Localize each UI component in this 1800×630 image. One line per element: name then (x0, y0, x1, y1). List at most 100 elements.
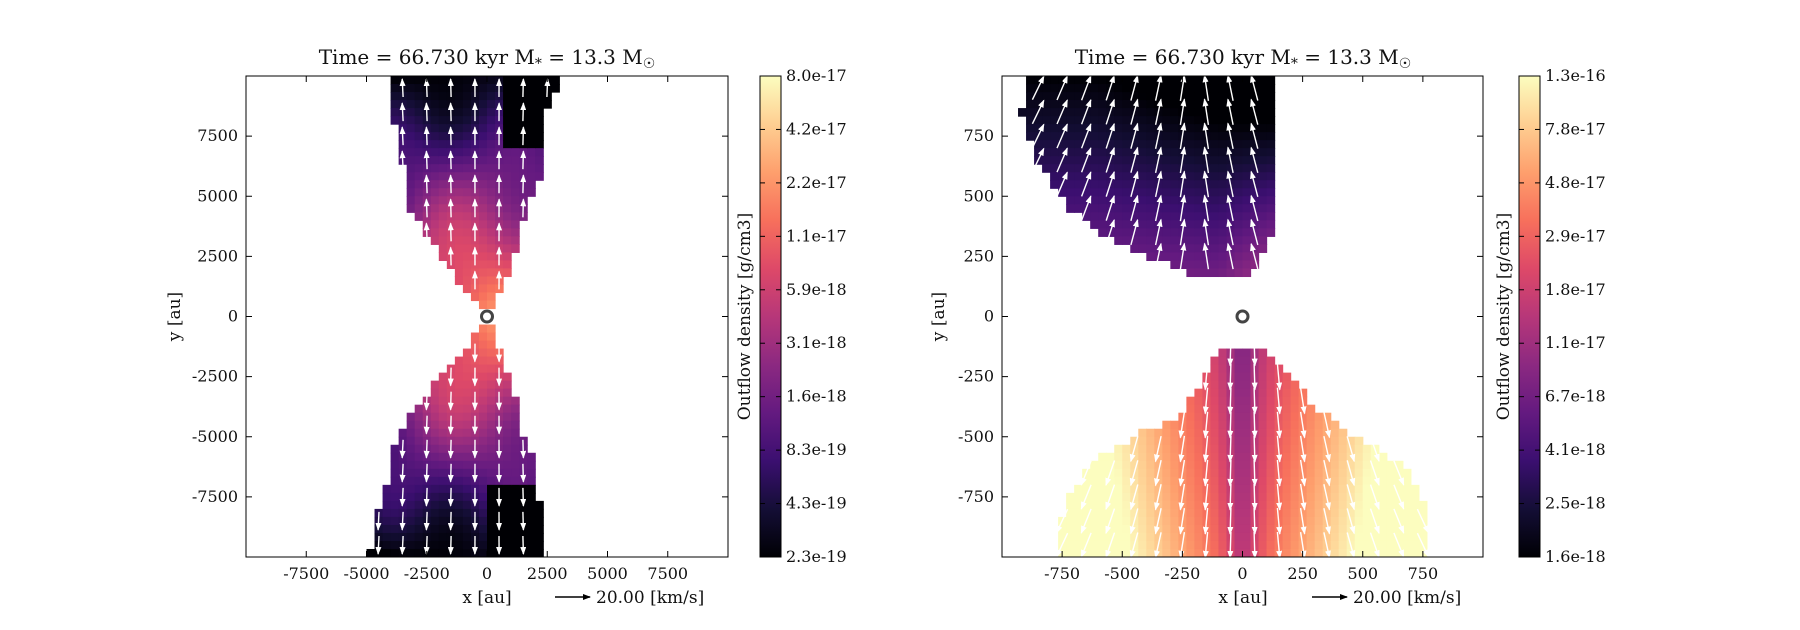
density-cell (1170, 252, 1179, 261)
density-cell (462, 156, 472, 165)
density-cell (438, 380, 448, 390)
density-cell (1242, 212, 1252, 221)
velocity-arrow (1227, 507, 1234, 535)
density-cell (1114, 92, 1123, 101)
density-cell (1122, 532, 1131, 542)
density-cell (1090, 156, 1099, 165)
density-cell (1274, 412, 1284, 422)
density-cell (1186, 404, 1195, 414)
density-cell (1186, 548, 1195, 557)
density-cell (454, 188, 464, 197)
density-cell (1122, 204, 1131, 213)
density-cell (1170, 532, 1179, 542)
density-cell (1098, 532, 1107, 542)
density-cell (1130, 236, 1139, 245)
y-tick-label: 0 (228, 307, 238, 326)
density-cell (1210, 420, 1220, 430)
density-cell (1306, 420, 1316, 430)
velocity-arrow (1250, 242, 1259, 270)
density-cell (1122, 500, 1131, 510)
density-cell (1170, 260, 1179, 269)
density-cell (1234, 404, 1244, 414)
velocity-arrow (1080, 195, 1092, 221)
density-cell (1186, 492, 1195, 502)
density-cell (1162, 100, 1171, 109)
density-cell (1298, 460, 1308, 470)
density-cell (527, 516, 536, 526)
density-cell (1130, 484, 1139, 494)
density-cell (390, 548, 400, 557)
density-cell (1346, 436, 1356, 446)
density-cell (1282, 380, 1292, 390)
density-cell (1202, 428, 1212, 438)
density-cell (1074, 92, 1083, 101)
density-cell (1258, 244, 1268, 253)
density-cell (1066, 540, 1075, 550)
density-cell (1178, 524, 1187, 534)
density-cell (1146, 92, 1155, 101)
density-cell (1146, 532, 1155, 542)
density-cell (1122, 236, 1131, 245)
density-cell (478, 228, 488, 237)
velocity-arrow (520, 126, 527, 146)
density-cell (1306, 452, 1316, 462)
density-cell (414, 428, 424, 438)
density-cell (1122, 172, 1131, 181)
density-cell (1154, 188, 1163, 197)
density-cell (438, 508, 448, 518)
density-cell (503, 196, 512, 205)
density-cell (1114, 204, 1123, 213)
density-cell (1282, 436, 1292, 446)
density-cell (1242, 380, 1252, 390)
density-cell (1186, 540, 1195, 550)
velocity-arrow (423, 126, 430, 146)
density-cell (1306, 500, 1316, 510)
colorbar-tick-label: 5.9e-18 (786, 280, 847, 299)
density-cell (1202, 92, 1212, 101)
density-cell (478, 188, 488, 197)
density-cell (527, 452, 536, 462)
density-cell (1290, 548, 1300, 557)
density-cell (454, 484, 464, 494)
density-cell (1114, 76, 1123, 85)
velocity-arrow (1031, 123, 1045, 149)
density-cell (1418, 508, 1428, 518)
density-cell (1290, 468, 1300, 478)
density-cell (1242, 444, 1252, 454)
density-cell (478, 332, 488, 342)
density-cell (1234, 348, 1244, 358)
density-cell (1058, 164, 1067, 173)
density-cell (503, 500, 512, 510)
density-cell (1218, 524, 1228, 534)
density-cell (1338, 548, 1348, 557)
density-cell (406, 172, 416, 181)
velocity-arrow (1129, 508, 1139, 535)
density-cell (1202, 100, 1212, 109)
density-cell (1146, 148, 1155, 157)
density-cell (1338, 540, 1348, 550)
density-cell (454, 116, 464, 125)
velocity-arrow (1129, 484, 1139, 511)
density-cell (438, 84, 448, 93)
density-cell (454, 268, 464, 278)
density-cell (511, 404, 520, 414)
density-cell (1122, 132, 1131, 141)
density-cell (1234, 196, 1244, 205)
density-cell (1114, 508, 1123, 518)
y-axis-label: y [au] (929, 292, 949, 342)
density-cell (1170, 420, 1179, 430)
density-cell (430, 148, 440, 157)
density-cell (1074, 532, 1083, 542)
density-cell (438, 460, 448, 470)
density-cell (503, 92, 512, 101)
density-cell (1042, 76, 1051, 85)
density-cell (1306, 460, 1316, 470)
density-cell (414, 108, 424, 117)
density-cell (1138, 452, 1147, 462)
panel-title: Time = 66.730 kyr M* = 13.3 M☉ (319, 45, 656, 72)
density-cell (1170, 196, 1179, 205)
density-cell (511, 420, 520, 430)
density-cell (478, 180, 488, 189)
density-cell (478, 84, 488, 93)
density-cell (1258, 444, 1268, 454)
